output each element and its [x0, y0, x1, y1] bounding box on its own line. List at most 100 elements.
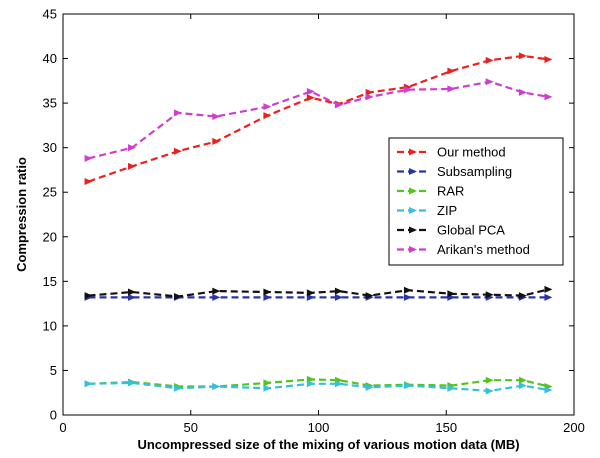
legend-marker: [409, 168, 417, 175]
x-tick-label: 50: [184, 420, 198, 435]
legend-label: ZIP: [437, 203, 457, 218]
legend-label: Arikan's method: [437, 242, 530, 257]
data-point: [127, 288, 136, 296]
data-point: [84, 178, 93, 186]
data-point: [518, 88, 527, 96]
data-point: [173, 384, 182, 392]
data-point: [306, 293, 315, 301]
data-point: [485, 56, 494, 64]
data-point: [485, 78, 494, 86]
legend-marker: [409, 226, 417, 234]
data-point: [212, 137, 221, 145]
data-point: [403, 382, 412, 390]
data-point: [306, 94, 315, 102]
data-point: [447, 290, 456, 298]
x-tick-label: 200: [563, 420, 585, 435]
legend-box: [388, 137, 564, 266]
data-point: [212, 112, 221, 120]
series-layer: [84, 52, 553, 395]
data-point: [263, 103, 272, 111]
data-point: [485, 376, 494, 384]
x-tick-label: 0: [59, 420, 66, 435]
data-point: [306, 375, 315, 383]
legend: Our method Subsampling RAR ZIP Global PCA Ari…: [388, 137, 564, 266]
data-point: [334, 101, 343, 109]
series-zip: [84, 379, 553, 395]
data-point: [127, 162, 136, 170]
legend-marker: [409, 148, 417, 156]
y-tick-label: 35: [43, 96, 57, 111]
data-point: [212, 287, 221, 295]
data-point: [334, 287, 343, 295]
data-point: [518, 376, 527, 384]
series-line-global-pca: [88, 288, 549, 298]
data-point: [365, 93, 374, 101]
legend-item-zip: ZIP: [397, 203, 457, 218]
data-point: [212, 293, 221, 301]
data-point: [518, 292, 527, 300]
data-point: [334, 293, 343, 301]
data-point: [263, 293, 272, 301]
data-point: [127, 379, 136, 387]
legend-label: RAR: [437, 184, 464, 199]
data-point: [263, 384, 272, 392]
data-point: [173, 147, 182, 155]
data-point: [447, 85, 456, 93]
legend-label: Global PCA: [437, 223, 505, 238]
data-point: [173, 292, 182, 300]
y-tick-label: 0: [50, 408, 57, 423]
data-point: [263, 379, 272, 387]
y-tick-label: 30: [43, 140, 57, 155]
y-tick-label: 40: [43, 51, 57, 66]
series-global-pca: [84, 285, 553, 300]
data-point: [485, 387, 494, 395]
data-point: [447, 384, 456, 392]
y-axis-title: Compression ratio: [14, 157, 29, 272]
legend-item-our-method: Our method: [397, 145, 506, 160]
data-point: [173, 109, 182, 117]
data-point: [544, 93, 553, 101]
legend-item-subsampling: Subsampling: [397, 164, 512, 179]
data-point: [403, 293, 412, 301]
legend-item-arikan-s-method: Arikan's method: [397, 242, 530, 257]
series-arikan-s-method: [84, 78, 553, 162]
y-tick-label: 5: [50, 363, 57, 378]
x-tick-label: 150: [435, 420, 457, 435]
data-point: [403, 286, 412, 294]
data-point: [306, 289, 315, 297]
legend-item-rar: RAR: [397, 184, 464, 199]
data-point: [306, 88, 315, 96]
series-rar: [84, 375, 553, 390]
y-tick-label: 15: [43, 274, 57, 289]
data-point: [84, 292, 93, 300]
data-point: [544, 293, 553, 301]
data-point: [518, 382, 527, 390]
data-point: [84, 380, 93, 388]
legend-label: Our method: [437, 145, 506, 160]
legend-marker: [409, 187, 417, 195]
data-point: [518, 52, 527, 60]
y-tick-label: 45: [43, 7, 57, 22]
data-point: [403, 86, 412, 94]
data-point: [84, 154, 93, 162]
y-tick-label: 25: [43, 185, 57, 200]
data-point: [544, 386, 553, 394]
data-point: [263, 112, 272, 120]
data-point: [485, 291, 494, 299]
data-point: [306, 380, 315, 388]
data-point: [127, 144, 136, 152]
x-tick-label: 100: [308, 420, 330, 435]
legend-marker: [409, 207, 417, 214]
data-point: [447, 67, 456, 75]
data-point: [544, 285, 553, 293]
y-tick-label: 10: [43, 318, 57, 333]
data-point: [365, 383, 374, 391]
data-point: [365, 88, 374, 96]
data-point: [263, 288, 272, 296]
data-point: [365, 292, 374, 300]
data-point: [544, 55, 553, 63]
axes: 0 50 100 150 200 0 5 10 15 20 25 30 35 40 45: [43, 7, 585, 436]
legend-marker: [409, 246, 417, 253]
data-point: [127, 293, 136, 301]
